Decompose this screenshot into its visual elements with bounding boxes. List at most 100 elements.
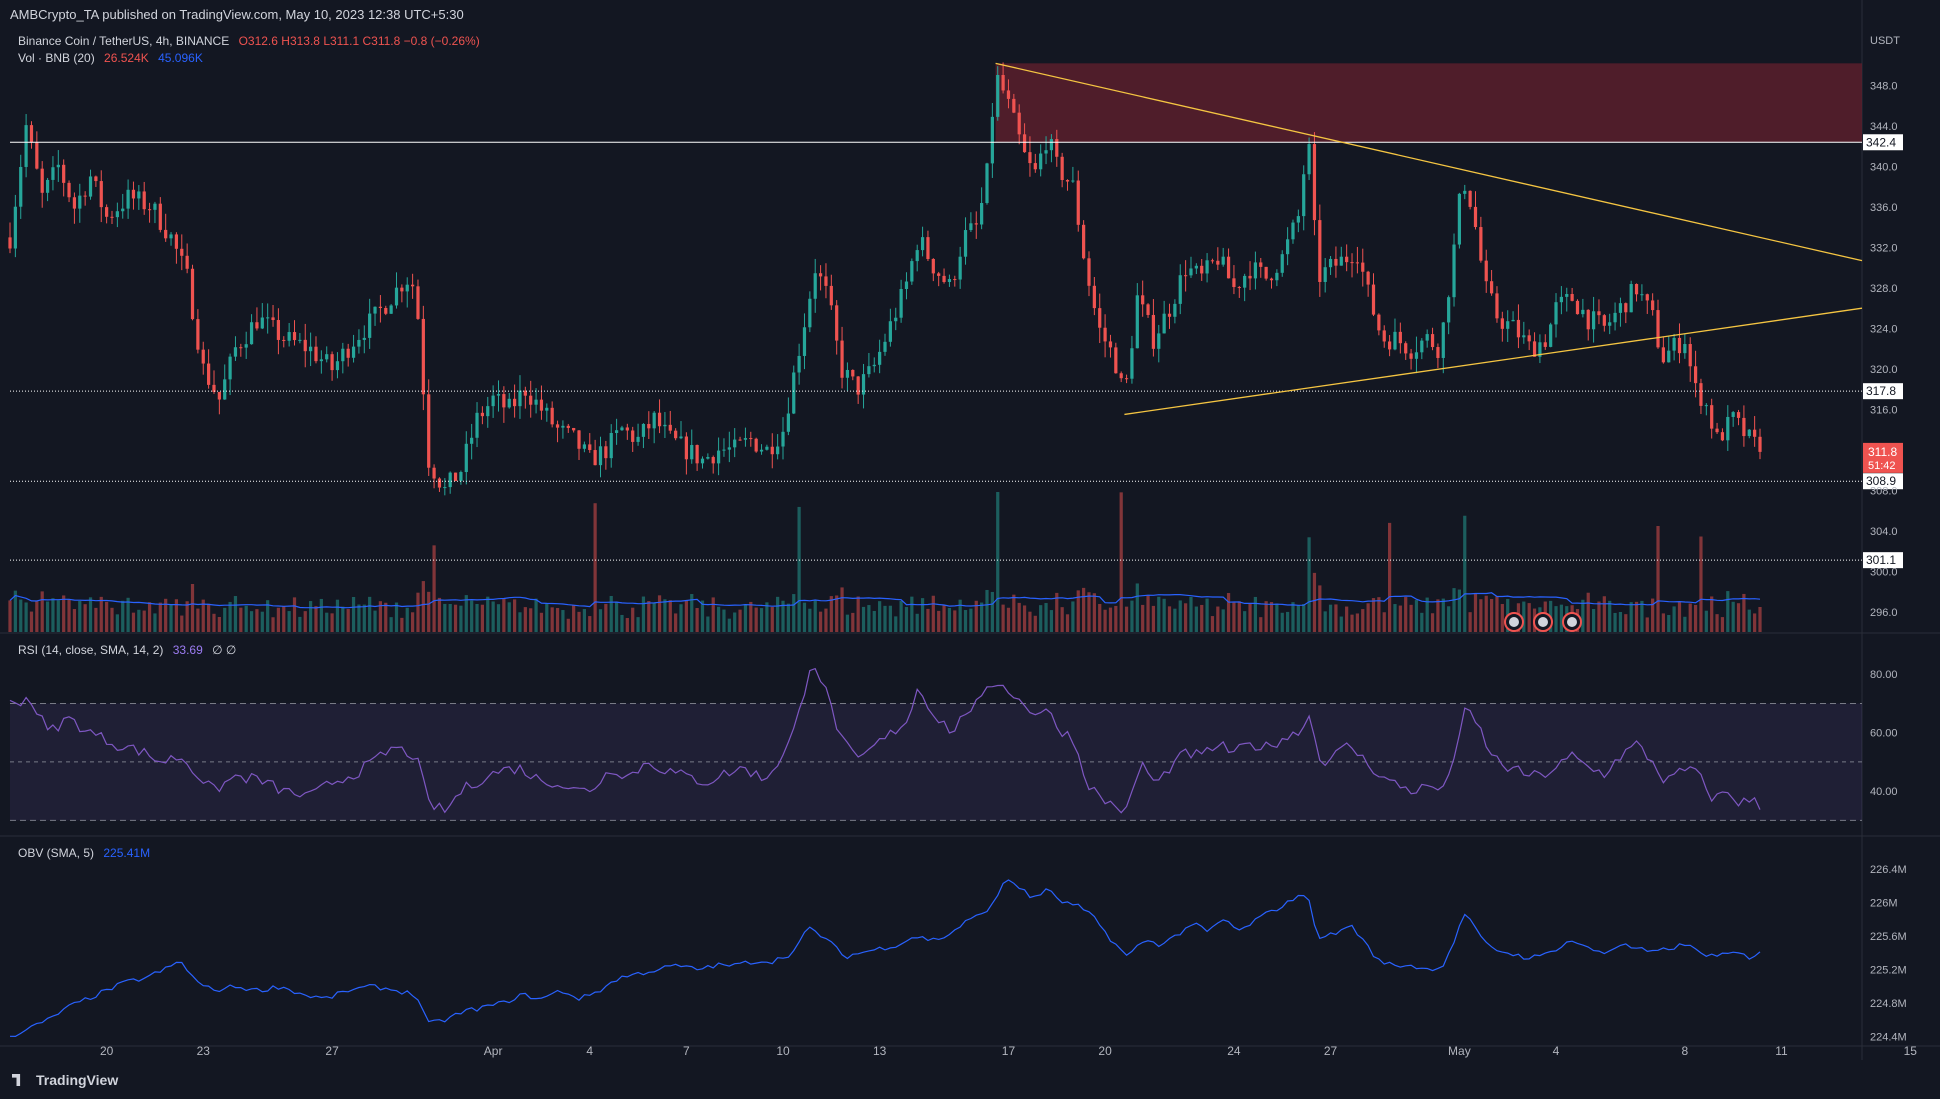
volume-bar [1736, 603, 1741, 632]
candle-body [115, 211, 119, 218]
volume-bar [233, 596, 238, 632]
volume-bar [1114, 605, 1118, 632]
volume-bar [926, 608, 930, 632]
candle-body [416, 286, 420, 319]
volume-bar [1355, 613, 1360, 632]
candle-body [1404, 343, 1408, 354]
candle-body [142, 191, 146, 210]
candle-body [1157, 333, 1161, 349]
volume-bar [1065, 614, 1070, 632]
candle-body [851, 369, 855, 377]
candle-body [1672, 337, 1676, 351]
candle-body [405, 284, 409, 292]
candle-body [239, 347, 243, 349]
candle-body [1543, 342, 1547, 347]
volume-bar [1559, 604, 1563, 632]
volume-bar [1699, 536, 1703, 632]
volume-bar [24, 602, 28, 632]
candle-body [1731, 412, 1735, 417]
candle-body [1742, 417, 1746, 437]
volume-bar [502, 598, 506, 632]
volume-bar [212, 613, 216, 632]
candle-body [260, 317, 264, 329]
candle-body [1506, 321, 1510, 329]
volume-bar [1022, 605, 1027, 632]
time-tick: 27 [325, 1044, 339, 1058]
volume-bar [770, 607, 774, 632]
volume-bar [1141, 604, 1145, 632]
volume-bar [614, 601, 619, 632]
volume-value: 26.524K [104, 51, 149, 65]
candle-body [878, 351, 882, 365]
volume-bar [888, 605, 892, 632]
candle-body [496, 394, 501, 396]
volume-bar [937, 610, 941, 632]
candle-body [83, 195, 87, 197]
volume-bar [486, 596, 490, 632]
volume-bar [378, 601, 383, 632]
volume-bar [851, 612, 855, 632]
volume-bar [94, 607, 98, 632]
candle-body [1387, 341, 1392, 350]
candle-body [470, 437, 474, 444]
volume-bar [1366, 603, 1370, 632]
candle-body [88, 176, 93, 197]
candle-body [647, 423, 651, 429]
volume-bar [357, 604, 361, 632]
candle-body [1591, 311, 1596, 330]
volume-bar [1473, 593, 1478, 632]
volume-bar [996, 492, 1000, 632]
volume-bar [1157, 596, 1161, 632]
volume-bar [83, 604, 87, 632]
volume-bar [1522, 601, 1526, 632]
candle-body [604, 446, 608, 459]
candle-body [1645, 294, 1649, 301]
volume-bar [292, 597, 297, 632]
candle-body [1532, 341, 1537, 357]
candle-body [1522, 335, 1526, 338]
volume-bar [271, 617, 275, 632]
volume-bar [1060, 607, 1064, 632]
volume-bar [523, 607, 527, 632]
candle-body [1452, 244, 1456, 298]
volume-bar [78, 600, 82, 632]
volume-bar [894, 616, 898, 632]
candle-body [1608, 322, 1612, 326]
volume-bar [1591, 609, 1596, 632]
volume-bar [115, 614, 119, 632]
volume-bar [19, 599, 23, 632]
candle-body [368, 313, 372, 338]
time-tick: 7 [683, 1044, 690, 1058]
time-tick: 10 [776, 1044, 790, 1058]
volume-bar [1318, 585, 1322, 632]
candle-body [1119, 373, 1123, 379]
candle-body [1393, 331, 1397, 350]
candle-body [1581, 309, 1585, 315]
candle-body [1151, 314, 1156, 349]
volume-bar [1747, 609, 1751, 632]
volume-bar [604, 603, 608, 632]
volume-bar [368, 596, 372, 632]
candle-body [947, 279, 952, 283]
volume-bar [631, 607, 635, 632]
volume-bar [749, 601, 753, 632]
volume-bar [1452, 588, 1456, 632]
volume-legend: Vol · BNB (20) 26.524K 45.096K [18, 51, 203, 65]
time-tick: 15 [1904, 1044, 1918, 1058]
volume-bar [652, 602, 656, 632]
volume-bar [1108, 607, 1113, 632]
candle-body [1055, 139, 1059, 157]
candle-body [35, 142, 39, 169]
candle-body [1141, 295, 1145, 305]
volume-bar [572, 605, 576, 632]
volume-bar [657, 595, 662, 632]
volume-bar [464, 595, 468, 632]
candle-body [529, 395, 533, 405]
volume-bar [1082, 587, 1086, 632]
volume-bar [190, 583, 195, 632]
volume-bar [1253, 596, 1258, 632]
volume-bar [598, 609, 603, 632]
volume-bar [1307, 537, 1311, 632]
volume-bar [410, 612, 415, 632]
